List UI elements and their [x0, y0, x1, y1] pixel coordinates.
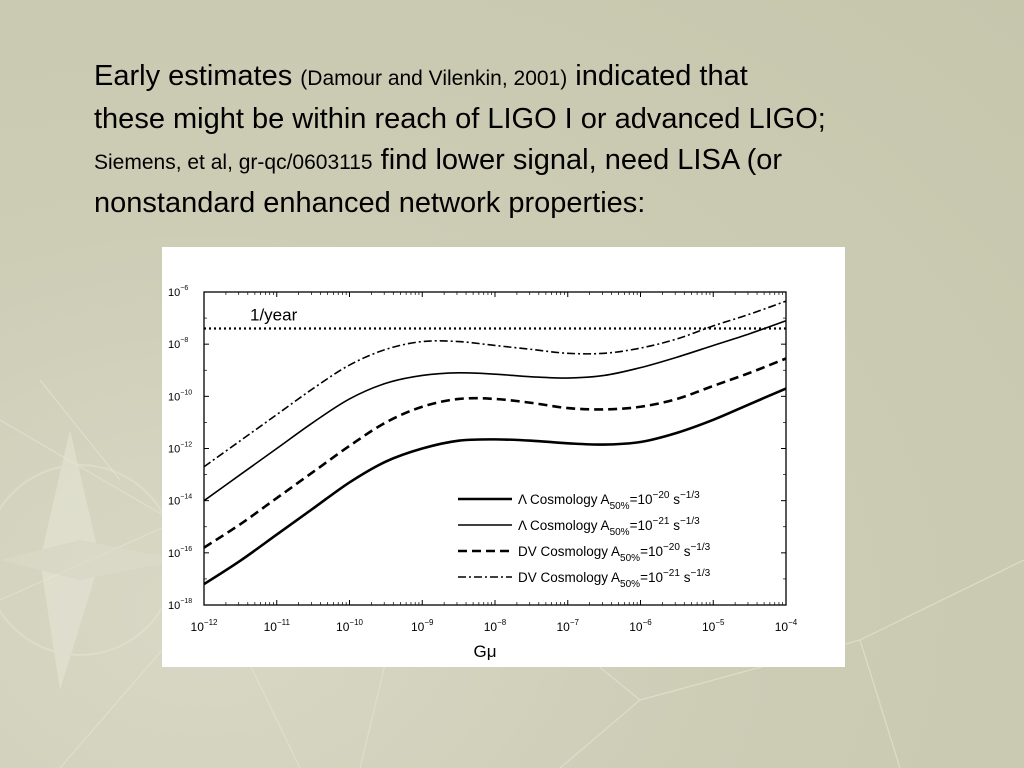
y-tick-label: 10−12 — [168, 442, 192, 456]
citation-siemens: Siemens, et al, gr-qc/0603115 — [94, 151, 373, 174]
x-tick-label: 10−11 — [264, 618, 291, 634]
slide-body-text: Early estimates (Damour and Vilenkin, 20… — [94, 56, 974, 224]
chart-svg: 10−12 10−11 10−10 10−9 10−8 10−7 10−6 10−5 10−4 1… — [168, 285, 798, 661]
text-line-4: nonstandard enhanced network properties: — [94, 187, 646, 219]
x-tick-label: 10−12 — [191, 618, 218, 634]
legend-label-1: Λ Cosmology A50%=10−20 s−1/3 — [518, 490, 700, 512]
x-tick-label: 10−9 — [411, 618, 434, 634]
compass-icon — [0, 430, 180, 690]
y-tick-label: 10−8 — [168, 337, 188, 351]
x-tick-label: 10−5 — [702, 618, 725, 634]
citation-damour-vilenkin: (Damour and Vilenkin, 2001) — [300, 67, 568, 90]
y-tick-label: 10−6 — [168, 285, 188, 299]
x-tick-label: 10−4 — [775, 618, 798, 634]
series-line-4 — [203, 300, 787, 468]
series-line-2 — [203, 319, 787, 502]
plot-frame — [203, 291, 787, 606]
y-tick-label: 10−18 — [168, 598, 192, 612]
y-tick-label: 10−10 — [168, 389, 192, 403]
x-tick-label: 10−6 — [629, 618, 652, 634]
x-tick-label: 10−7 — [557, 618, 580, 634]
text-run: indicated that — [567, 60, 748, 92]
y-tick-label: 10−16 — [168, 546, 192, 560]
text-run: find lower signal, need LISA (or — [372, 144, 783, 176]
legend-label-4: DV Cosmology A50%=10−21 s−1/3 — [518, 568, 711, 590]
series-line-1 — [203, 387, 787, 586]
text-line-2: these might be within reach of LIGO I or… — [94, 103, 826, 135]
legend-label-2: Λ Cosmology A50%=10−21 s−1/3 — [518, 516, 700, 538]
y-tick-label: 10−14 — [168, 494, 192, 508]
x-axis-label: Gμ — [473, 642, 496, 661]
text-line-1: Early estimates (Damour and Vilenkin, 20… — [94, 56, 974, 99]
chart-figure: 10−12 10−11 10−10 10−9 10−8 10−7 10−6 10−5 10−4 1… — [162, 247, 845, 667]
annotation-1-year: 1/year — [250, 306, 298, 325]
x-tick-label: 10−8 — [484, 618, 507, 634]
x-tick-label: 10−10 — [336, 618, 363, 634]
text-line-3: Siemens, et al, gr-qc/0603115 find lower… — [94, 140, 974, 183]
series-line-3 — [203, 357, 787, 549]
legend-label-3: DV Cosmology A50%=10−20 s−1/3 — [518, 542, 711, 564]
text-run: Early estimates — [94, 60, 301, 92]
